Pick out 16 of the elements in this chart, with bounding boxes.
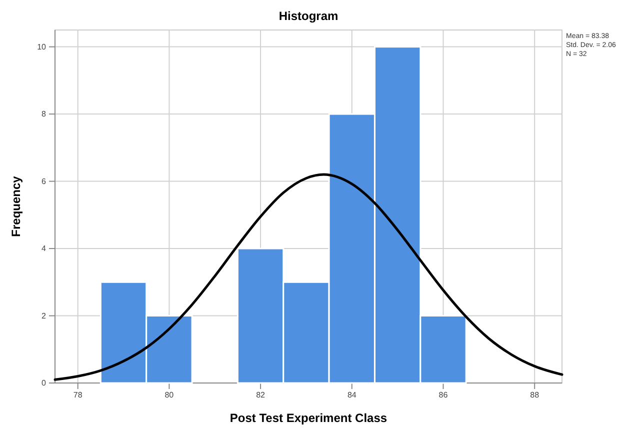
x-tick-label: 88 [530, 390, 540, 400]
y-tick-label: 8 [42, 110, 47, 119]
line-series [54, 173, 564, 381]
y-tick-label: 10 [37, 42, 47, 52]
x-tick-label: 86 [438, 390, 448, 400]
x-tick-label: 84 [347, 390, 357, 400]
x-tick-label: 78 [73, 390, 83, 400]
y-tick-label: 2 [42, 311, 47, 320]
chart-title: Histogram [278, 9, 338, 23]
x-axis-title: Post Test Experiment Class [230, 411, 388, 425]
x-tick-label: 82 [256, 390, 266, 400]
y-tick-label: 0 [42, 378, 47, 388]
x-tick-label: 80 [164, 390, 174, 400]
y-tick-label: 6 [42, 176, 47, 186]
y-tick-label: 4 [42, 244, 47, 254]
y-axis-title: Frequency [9, 176, 23, 237]
